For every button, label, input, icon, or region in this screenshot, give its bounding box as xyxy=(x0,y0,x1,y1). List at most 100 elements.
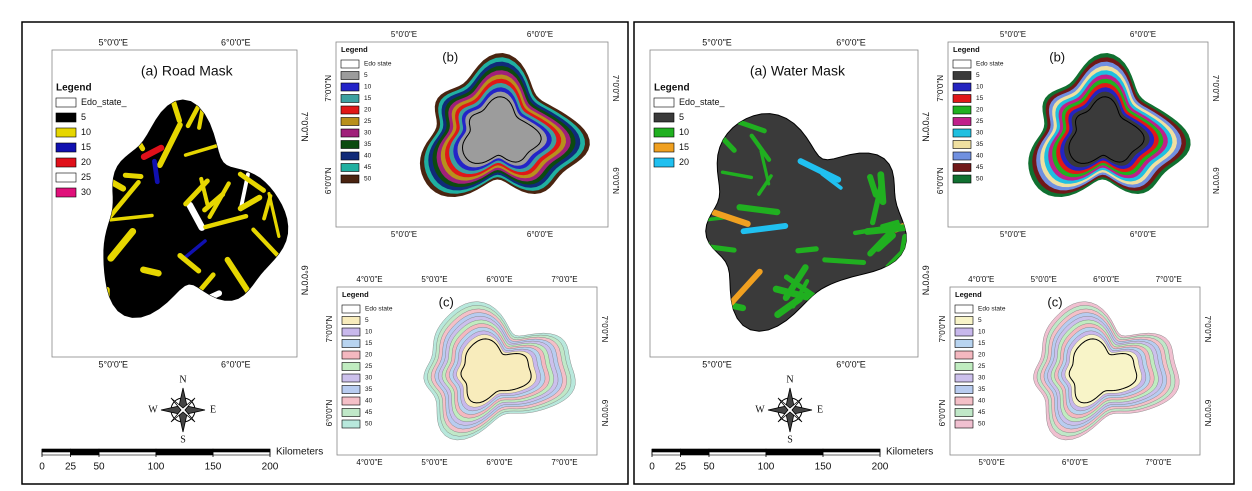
legend-label: 35 xyxy=(976,141,984,148)
state-outline xyxy=(1068,338,1138,404)
coord-label: 7°0'0"E xyxy=(1145,458,1171,467)
scale-label: 150 xyxy=(205,462,222,473)
legend-swatch xyxy=(952,94,972,103)
legend-swatch xyxy=(952,82,972,92)
map-title: (c) xyxy=(439,294,454,309)
coord-label: 5°0'0"E xyxy=(1000,30,1026,39)
legend-title: Legend xyxy=(654,83,690,94)
legend-swatch xyxy=(952,59,972,69)
map-title: (b) xyxy=(442,49,458,64)
legend-swatch xyxy=(954,339,974,348)
coord-label: 6°0'0"E xyxy=(836,359,866,369)
coord-label: 5°0'0"E xyxy=(421,458,447,467)
legend-label: Edo state xyxy=(364,61,392,68)
legend-label: 30 xyxy=(976,130,984,137)
legend-label: 5 xyxy=(365,317,369,324)
legend-swatch xyxy=(653,142,675,153)
mask-streak xyxy=(109,213,154,222)
mask-streak xyxy=(749,133,772,162)
scale-label: 200 xyxy=(262,462,279,473)
coord-label: 5°0'0"E xyxy=(98,37,128,47)
coord-label: 6°0'0"E xyxy=(486,275,512,284)
mask-streak xyxy=(168,100,183,124)
scale-segment xyxy=(651,448,681,453)
legend-label: 50 xyxy=(365,421,373,428)
scale-segment xyxy=(212,451,271,456)
scale-segment xyxy=(765,451,824,456)
coord-label: 5°0'0"E xyxy=(702,359,732,369)
mask-streak xyxy=(122,172,144,180)
coord-label: 5°0'0"E xyxy=(979,458,1005,467)
legend-label: 40 xyxy=(364,153,372,160)
scale-segment xyxy=(765,448,824,453)
mask-streak xyxy=(251,227,283,261)
legend-title: Legend xyxy=(56,83,92,94)
legend-label: 25 xyxy=(81,172,91,182)
legend-label: 10 xyxy=(364,84,372,91)
scale-label: 0 xyxy=(39,462,45,473)
legend-swatch xyxy=(340,117,360,126)
coord-label: 7°0'0"N xyxy=(936,75,945,102)
mask-streak xyxy=(207,181,231,220)
legend-label: 35 xyxy=(364,141,372,148)
legend-label: 30 xyxy=(364,130,372,137)
legend-label: 35 xyxy=(365,386,373,393)
legend-label: 15 xyxy=(364,95,372,102)
mask-streak xyxy=(880,219,900,228)
legend-label: 30 xyxy=(81,187,91,197)
legend-swatch xyxy=(340,128,360,138)
coord-label: 5°0'0"E xyxy=(391,30,417,39)
compass-w: W xyxy=(148,404,158,415)
mask-streak xyxy=(797,158,842,183)
legend-label: Edo_state_ xyxy=(81,97,128,107)
legend-swatch xyxy=(653,97,675,108)
coord-label: 4°0'0"E xyxy=(968,275,994,284)
legend-label: 20 xyxy=(364,107,372,114)
legend-label: 10 xyxy=(976,84,984,91)
coord-label: 6°0'0"E xyxy=(1062,458,1088,467)
legend-swatch xyxy=(952,163,972,172)
coord-label: 6°0'0"E xyxy=(527,230,553,239)
legend-label: 45 xyxy=(364,164,372,171)
legend-label: 5 xyxy=(679,112,684,122)
mask-streak xyxy=(108,179,141,219)
state-outline xyxy=(1068,96,1145,164)
scale-segment xyxy=(41,451,71,456)
coord-label: 6°0'0"E xyxy=(1130,230,1156,239)
scale-label: 0 xyxy=(649,462,655,473)
legend-label: 20 xyxy=(81,157,91,167)
coord-label: 6°0'0"N xyxy=(921,265,931,295)
scale-label: 25 xyxy=(65,462,77,473)
coord-label: 6°0'0"E xyxy=(1093,275,1119,284)
coord-label: 7°0'0"N xyxy=(921,112,931,142)
scale-segment xyxy=(822,451,881,456)
coord-label: 7°0'0"E xyxy=(551,275,577,284)
scale-label: 200 xyxy=(872,462,889,473)
compass-star-minor xyxy=(170,397,196,423)
coord-label: 6°0'0"E xyxy=(221,359,251,369)
panel-frame xyxy=(21,21,629,485)
mask-streak xyxy=(107,227,137,262)
state-outline xyxy=(460,338,532,404)
map-title: (a) Road Mask xyxy=(141,63,234,79)
legend-swatch xyxy=(341,316,361,325)
legend-swatch xyxy=(954,327,974,337)
legend-label: 15 xyxy=(976,95,984,102)
legend-swatch xyxy=(653,112,675,123)
coord-label: 5°0'0"E xyxy=(1000,230,1026,239)
compass-w: W xyxy=(755,404,765,415)
mask-streak xyxy=(720,170,754,180)
legend-title: Legend xyxy=(953,45,980,54)
legend-swatch xyxy=(341,373,361,383)
legend-swatch xyxy=(340,59,360,69)
mask-streak xyxy=(795,246,819,254)
scale-segment xyxy=(212,448,271,453)
mask-streak xyxy=(140,144,165,160)
mask-streak xyxy=(820,172,843,190)
scale-label: 50 xyxy=(93,462,105,473)
legend-swatch xyxy=(952,105,972,115)
coord-label: 6°0'0"N xyxy=(300,265,310,295)
legend-swatch xyxy=(340,105,360,115)
legend-label: 25 xyxy=(364,118,372,125)
legend-swatch xyxy=(55,187,77,198)
